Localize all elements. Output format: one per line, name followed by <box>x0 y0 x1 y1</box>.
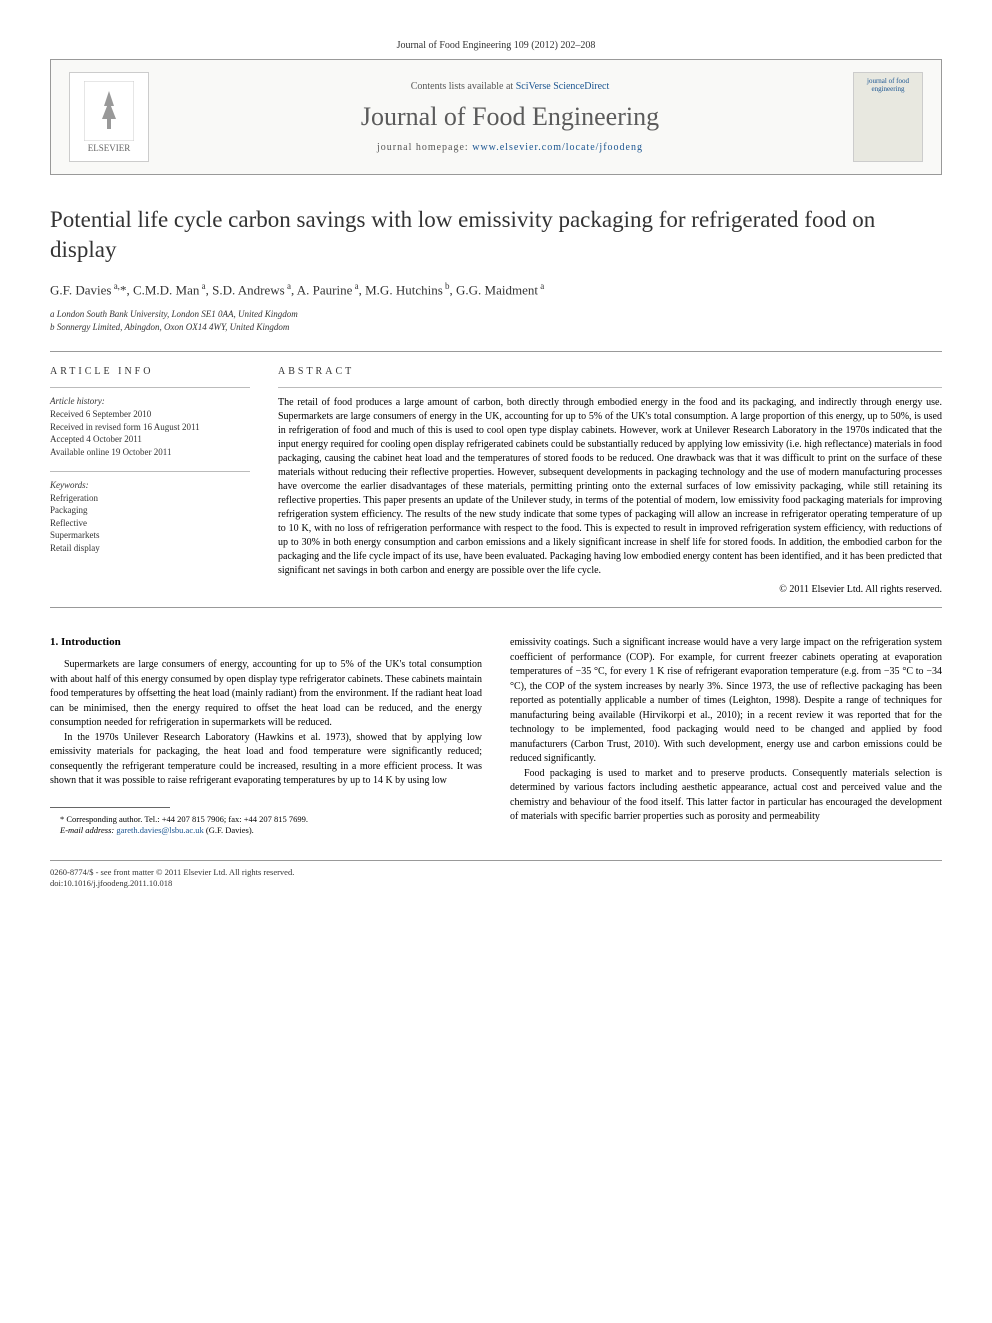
info-abstract-row: ARTICLE INFO Article history: Received 6… <box>50 366 942 595</box>
journal-cover-thumb: journal of food engineering <box>853 72 923 162</box>
history-line: Accepted 4 October 2011 <box>50 433 250 446</box>
running-header: Journal of Food Engineering 109 (2012) 2… <box>50 40 942 51</box>
body-columns: 1. Introduction Supermarkets are large c… <box>50 636 942 836</box>
footer-divider <box>50 860 942 861</box>
homepage-pre: journal homepage: <box>377 142 472 153</box>
body-paragraph: Supermarkets are large consumers of ener… <box>50 658 482 731</box>
footer-line-2: doi:10.1016/j.jfoodeng.2011.10.018 <box>50 878 942 889</box>
divider <box>50 607 942 608</box>
footer-line-1: 0260-8774/$ - see front matter © 2011 El… <box>50 867 942 878</box>
article-title: Potential life cycle carbon savings with… <box>50 205 942 265</box>
keywords-block: Keywords: RefrigerationPackagingReflecti… <box>50 480 250 555</box>
article-info-col: ARTICLE INFO Article history: Received 6… <box>50 366 250 595</box>
affiliations: a London South Bank University, London S… <box>50 308 942 333</box>
body-col-right: emissivity coatings. Such a significant … <box>510 636 942 836</box>
keyword-line: Reflective <box>50 517 250 530</box>
history-line: Available online 19 October 2011 <box>50 446 250 459</box>
abstract-copyright: © 2011 Elsevier Ltd. All rights reserved… <box>278 584 942 595</box>
info-divider <box>50 471 250 472</box>
affiliation-b: b Sonnergy Limited, Abingdon, Oxon OX14 … <box>50 321 942 334</box>
abstract-heading: ABSTRACT <box>278 366 942 377</box>
affiliation-a: a London South Bank University, London S… <box>50 308 942 321</box>
section-heading-intro: 1. Introduction <box>50 636 482 648</box>
article-info-heading: ARTICLE INFO <box>50 366 250 377</box>
history-line: Received in revised form 16 August 2011 <box>50 421 250 434</box>
abstract-divider <box>278 387 942 388</box>
info-divider <box>50 387 250 388</box>
author-list: G.F. Davies a,*, C.M.D. Man a, S.D. Andr… <box>50 281 942 298</box>
homepage-line: journal homepage: www.elsevier.com/locat… <box>167 142 853 153</box>
email-label: E-mail address: <box>60 825 114 835</box>
body-col-left: 1. Introduction Supermarkets are large c… <box>50 636 482 836</box>
history-block: Article history: Received 6 September 20… <box>50 396 250 458</box>
contents-pre: Contents lists available at <box>411 81 516 92</box>
keyword-line: Supermarkets <box>50 529 250 542</box>
body-paragraph: Food packaging is used to market and to … <box>510 767 942 825</box>
banner-center: Contents lists available at SciVerse Sci… <box>167 81 853 153</box>
publisher-logo: ELSEVIER <box>69 72 149 162</box>
cover-text: journal of food engineering <box>858 77 918 94</box>
homepage-link[interactable]: www.elsevier.com/locate/jfoodeng <box>472 142 643 153</box>
history-label: Article history: <box>50 396 250 406</box>
email-link[interactable]: gareth.davies@lsbu.ac.uk <box>116 825 203 835</box>
body-paragraph: emissivity coatings. Such a significant … <box>510 636 942 767</box>
sciencedirect-link[interactable]: SciVerse ScienceDirect <box>516 81 610 92</box>
journal-banner: ELSEVIER Contents lists available at Sci… <box>50 59 942 175</box>
history-line: Received 6 September 2010 <box>50 408 250 421</box>
footnote-separator <box>50 807 170 808</box>
abstract-text: The retail of food produces a large amou… <box>278 396 942 578</box>
email-footnote: E-mail address: gareth.davies@lsbu.ac.uk… <box>50 825 482 836</box>
keyword-line: Packaging <box>50 504 250 517</box>
footer: 0260-8774/$ - see front matter © 2011 El… <box>50 867 942 889</box>
elsevier-tree-icon: ELSEVIER <box>84 81 134 153</box>
email-suffix: (G.F. Davies). <box>204 825 254 835</box>
body-paragraph: In the 1970s Unilever Research Laborator… <box>50 731 482 789</box>
keywords-label: Keywords: <box>50 480 250 490</box>
contents-list-line: Contents lists available at SciVerse Sci… <box>167 81 853 92</box>
publisher-name: ELSEVIER <box>84 143 134 153</box>
keyword-line: Retail display <box>50 542 250 555</box>
divider <box>50 351 942 352</box>
abstract-col: ABSTRACT The retail of food produces a l… <box>278 366 942 595</box>
keyword-line: Refrigeration <box>50 492 250 505</box>
corresponding-footnote: * Corresponding author. Tel.: +44 207 81… <box>50 814 482 825</box>
journal-name: Journal of Food Engineering <box>167 102 853 132</box>
